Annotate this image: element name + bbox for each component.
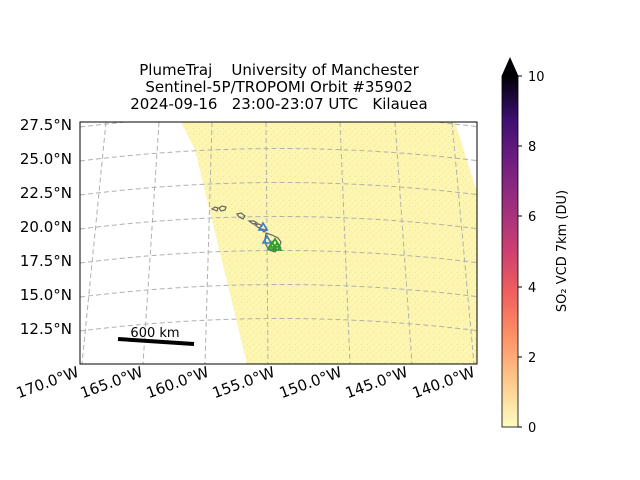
volcano-marker bbox=[257, 221, 269, 231]
lat-label: 12.5°N bbox=[20, 320, 72, 338]
colorbar-tick: 2 bbox=[528, 351, 536, 366]
colorbar-tick: 4 bbox=[528, 281, 536, 296]
lon-axis: 170.0°W 165.0°W 160.0°W 155.0°W 150.0°W … bbox=[14, 363, 478, 402]
colorbar: 0 2 4 6 8 10 SO₂ VCD 7km (DU) bbox=[501, 57, 570, 436]
colorbar-tick: 6 bbox=[528, 210, 536, 225]
scale-bar bbox=[117, 337, 195, 346]
lat-axis: 27.5°N 25.0°N 22.5°N 20.0°N 17.5°N 15.0°… bbox=[20, 116, 72, 338]
map-panel bbox=[80, 122, 477, 364]
lon-label: 155.0°W bbox=[210, 363, 278, 402]
scale-bar-label: 600 km bbox=[130, 326, 179, 341]
vent-marker bbox=[271, 241, 283, 251]
title-line-3: 2024-09-16 23:00-23:07 UTC Kilauea bbox=[130, 95, 428, 113]
title-line-1: PlumeTraj University of Manchester bbox=[139, 61, 419, 79]
lon-label: 150.0°W bbox=[277, 363, 345, 402]
title-line-2: Sentinel-5P/TROPOMI Orbit #35902 bbox=[145, 78, 413, 96]
vent-marker bbox=[266, 240, 278, 250]
map-frame bbox=[79, 121, 478, 365]
lon-label: 165.0°W bbox=[78, 363, 146, 402]
lat-label: 17.5°N bbox=[20, 252, 72, 270]
colorbar-label: SO₂ VCD 7km (DU) bbox=[555, 190, 570, 312]
colorbar-tick: 10 bbox=[528, 70, 545, 85]
lon-label: 160.0°W bbox=[144, 363, 212, 402]
lat-label: 15.0°N bbox=[20, 286, 72, 304]
colorbar-gradient bbox=[501, 75, 519, 428]
lon-label: 145.0°W bbox=[343, 363, 411, 402]
lat-label: 20.0°N bbox=[20, 218, 72, 236]
colorbar-tick: 8 bbox=[528, 140, 536, 155]
satellite-swath bbox=[181, 122, 477, 364]
lat-label: 22.5°N bbox=[20, 184, 72, 202]
lon-label: 140.0°W bbox=[410, 363, 478, 402]
lat-label: 25.0°N bbox=[20, 150, 72, 168]
colorbar-tick: 0 bbox=[528, 421, 536, 436]
colorbar-extend-arrow bbox=[502, 58, 518, 76]
lon-label: 170.0°W bbox=[14, 363, 82, 402]
volcano-marker bbox=[261, 234, 273, 244]
lat-label: 27.5°N bbox=[20, 116, 72, 134]
